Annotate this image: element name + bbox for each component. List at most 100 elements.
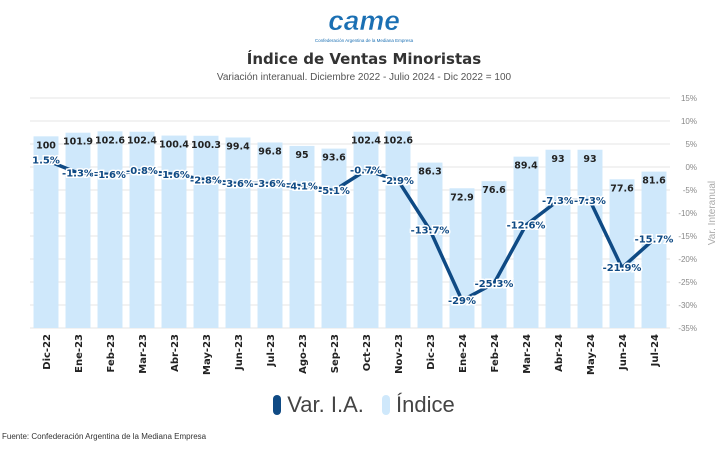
chart-title: Índice de Ventas Minoristas: [246, 50, 482, 68]
x-tick-label: Jun-24: [618, 334, 629, 371]
bar-value-label: 102.6: [95, 135, 125, 146]
line-value-label: -7.3%: [542, 196, 574, 207]
x-tick-label: Jun-23: [234, 334, 245, 371]
y-right-tick-label: 5%: [685, 140, 697, 149]
bar-value-label: 81.6: [642, 176, 666, 187]
bar-value-label: 93: [551, 154, 564, 165]
bar: [385, 131, 411, 328]
line-value-label: -3.6%: [254, 179, 286, 190]
line-value-label: -29%: [448, 296, 476, 307]
line-value-label: -25.3%: [475, 279, 514, 290]
x-tick-label: Feb-23: [106, 334, 117, 372]
x-tick-label: Jul-24: [650, 334, 661, 367]
x-tick-label: Ago-23: [298, 334, 309, 374]
x-tick-label: Jul-23: [266, 334, 277, 367]
chart-subtitle: Variación interanual. Diciembre 2022 - J…: [216, 72, 512, 83]
line-value-label: -15.7%: [635, 235, 674, 246]
bar-value-label: 86.3: [418, 167, 441, 178]
bar-value-label: 89.4: [514, 161, 538, 172]
x-tick-label: May-24: [586, 334, 597, 375]
logo-tagline: Confederación Argentina de la Mediana Em…: [315, 38, 414, 43]
y-right-tick-label: 10%: [681, 117, 697, 126]
bar-value-label: 99.4: [226, 141, 250, 152]
x-tick-label: Dic-22: [42, 334, 53, 370]
var-ia-line: [45, 158, 656, 303]
line-value-label: -13.7%: [411, 226, 450, 237]
bar-value-label: 93.6: [322, 153, 346, 164]
line-value-label: 1.5%: [32, 156, 60, 167]
x-tick-label: Nov-23: [394, 334, 405, 374]
y-right-tick-label: 15%: [681, 94, 697, 103]
bar: [65, 132, 91, 328]
bar: [33, 136, 59, 328]
bar: [353, 131, 379, 328]
bar-value-label: 93: [583, 154, 596, 165]
x-tick-label: Mar-24: [522, 334, 533, 374]
line-value-label: -21.9%: [603, 263, 642, 274]
line-value-label: -2.9%: [382, 176, 414, 187]
y-right-tick-label: -30%: [678, 301, 697, 310]
bar-value-label: 76.6: [482, 185, 506, 196]
x-tick-label: Feb-24: [490, 334, 501, 372]
x-tick-label: Oct-23: [362, 334, 373, 371]
y-right-tick-label: 0%: [685, 163, 697, 172]
legend: Var. I.A. Índice: [0, 392, 728, 421]
x-tick-label: May-23: [202, 334, 213, 375]
x-tick-label: Abr-23: [170, 334, 181, 372]
bar-value-label: 96.8: [258, 146, 282, 157]
legend-label-var: Var. I.A.: [287, 392, 364, 417]
bar-value-label: 100.3: [191, 140, 221, 151]
legend-item-indice: Índice: [382, 392, 455, 418]
bar-value-label: 72.9: [450, 192, 473, 203]
y-right-tick-label: -15%: [678, 232, 697, 241]
line-value-label: -1.6%: [94, 170, 126, 181]
x-tick-label: Sep-23: [330, 334, 341, 373]
y-right-axis-title: Var. Interanual: [707, 181, 718, 245]
legend-swatch-indice: [382, 395, 391, 415]
bar: [225, 137, 251, 328]
y-right-tick-label: -25%: [678, 278, 697, 287]
bar: [161, 135, 187, 328]
line-value-label: -4.1%: [286, 181, 318, 192]
x-tick-label: Mar-23: [138, 334, 149, 374]
bar-value-label: 102.4: [127, 136, 157, 147]
line-value-label: -2.8%: [190, 175, 222, 186]
bar: [257, 142, 283, 328]
bar: [449, 188, 475, 328]
legend-item-var: Var. I.A.: [273, 392, 364, 418]
source-note: Fuente: Confederación Argentina de la Me…: [2, 432, 207, 441]
line-value-label: -1.6%: [158, 170, 190, 181]
chart-area: 15% 10% 5% 0% -5% -10% -15% -20% -25% -30% -35% Var…: [30, 94, 718, 375]
bar: [641, 171, 667, 328]
line-value-label: -7.3%: [574, 196, 606, 207]
y-right-tick-label: -10%: [678, 209, 697, 218]
bar-value-label: 101.9: [63, 137, 93, 148]
y-right-tick-label: -5%: [683, 186, 697, 195]
bar: [129, 131, 155, 328]
legend-label-indice: Índice: [396, 392, 455, 417]
x-tick-label: Abr-24: [554, 334, 565, 372]
x-tick-label: Dic-23: [426, 334, 437, 370]
bar-value-label: 102.6: [383, 135, 413, 146]
x-tick-label: Ene-24: [458, 334, 469, 373]
bar: [481, 181, 507, 328]
y-right-tick-label: -35%: [678, 324, 697, 333]
line-value-label: -5.1%: [318, 186, 350, 197]
line-value-label: -1.3%: [62, 168, 94, 179]
bar: [577, 149, 603, 328]
bar-value-label: 77.6: [610, 183, 634, 194]
line-value-label: -0.8%: [126, 166, 158, 177]
bar-value-label: 100: [36, 140, 56, 151]
came-logo: came Confederación Argentina de la Media…: [315, 6, 414, 43]
bar-value-label: 95: [295, 150, 308, 161]
bar: [193, 135, 219, 328]
bar: [321, 148, 347, 328]
line-value-label: -3.6%: [222, 179, 254, 190]
y-right-tick-label: -20%: [678, 255, 697, 264]
line-value-label: -0.7%: [350, 166, 382, 177]
bar: [97, 131, 123, 328]
bar-value-label: 100.4: [159, 140, 189, 151]
logo-text: came: [328, 6, 400, 36]
bar: [609, 179, 635, 328]
bar: [545, 149, 571, 328]
